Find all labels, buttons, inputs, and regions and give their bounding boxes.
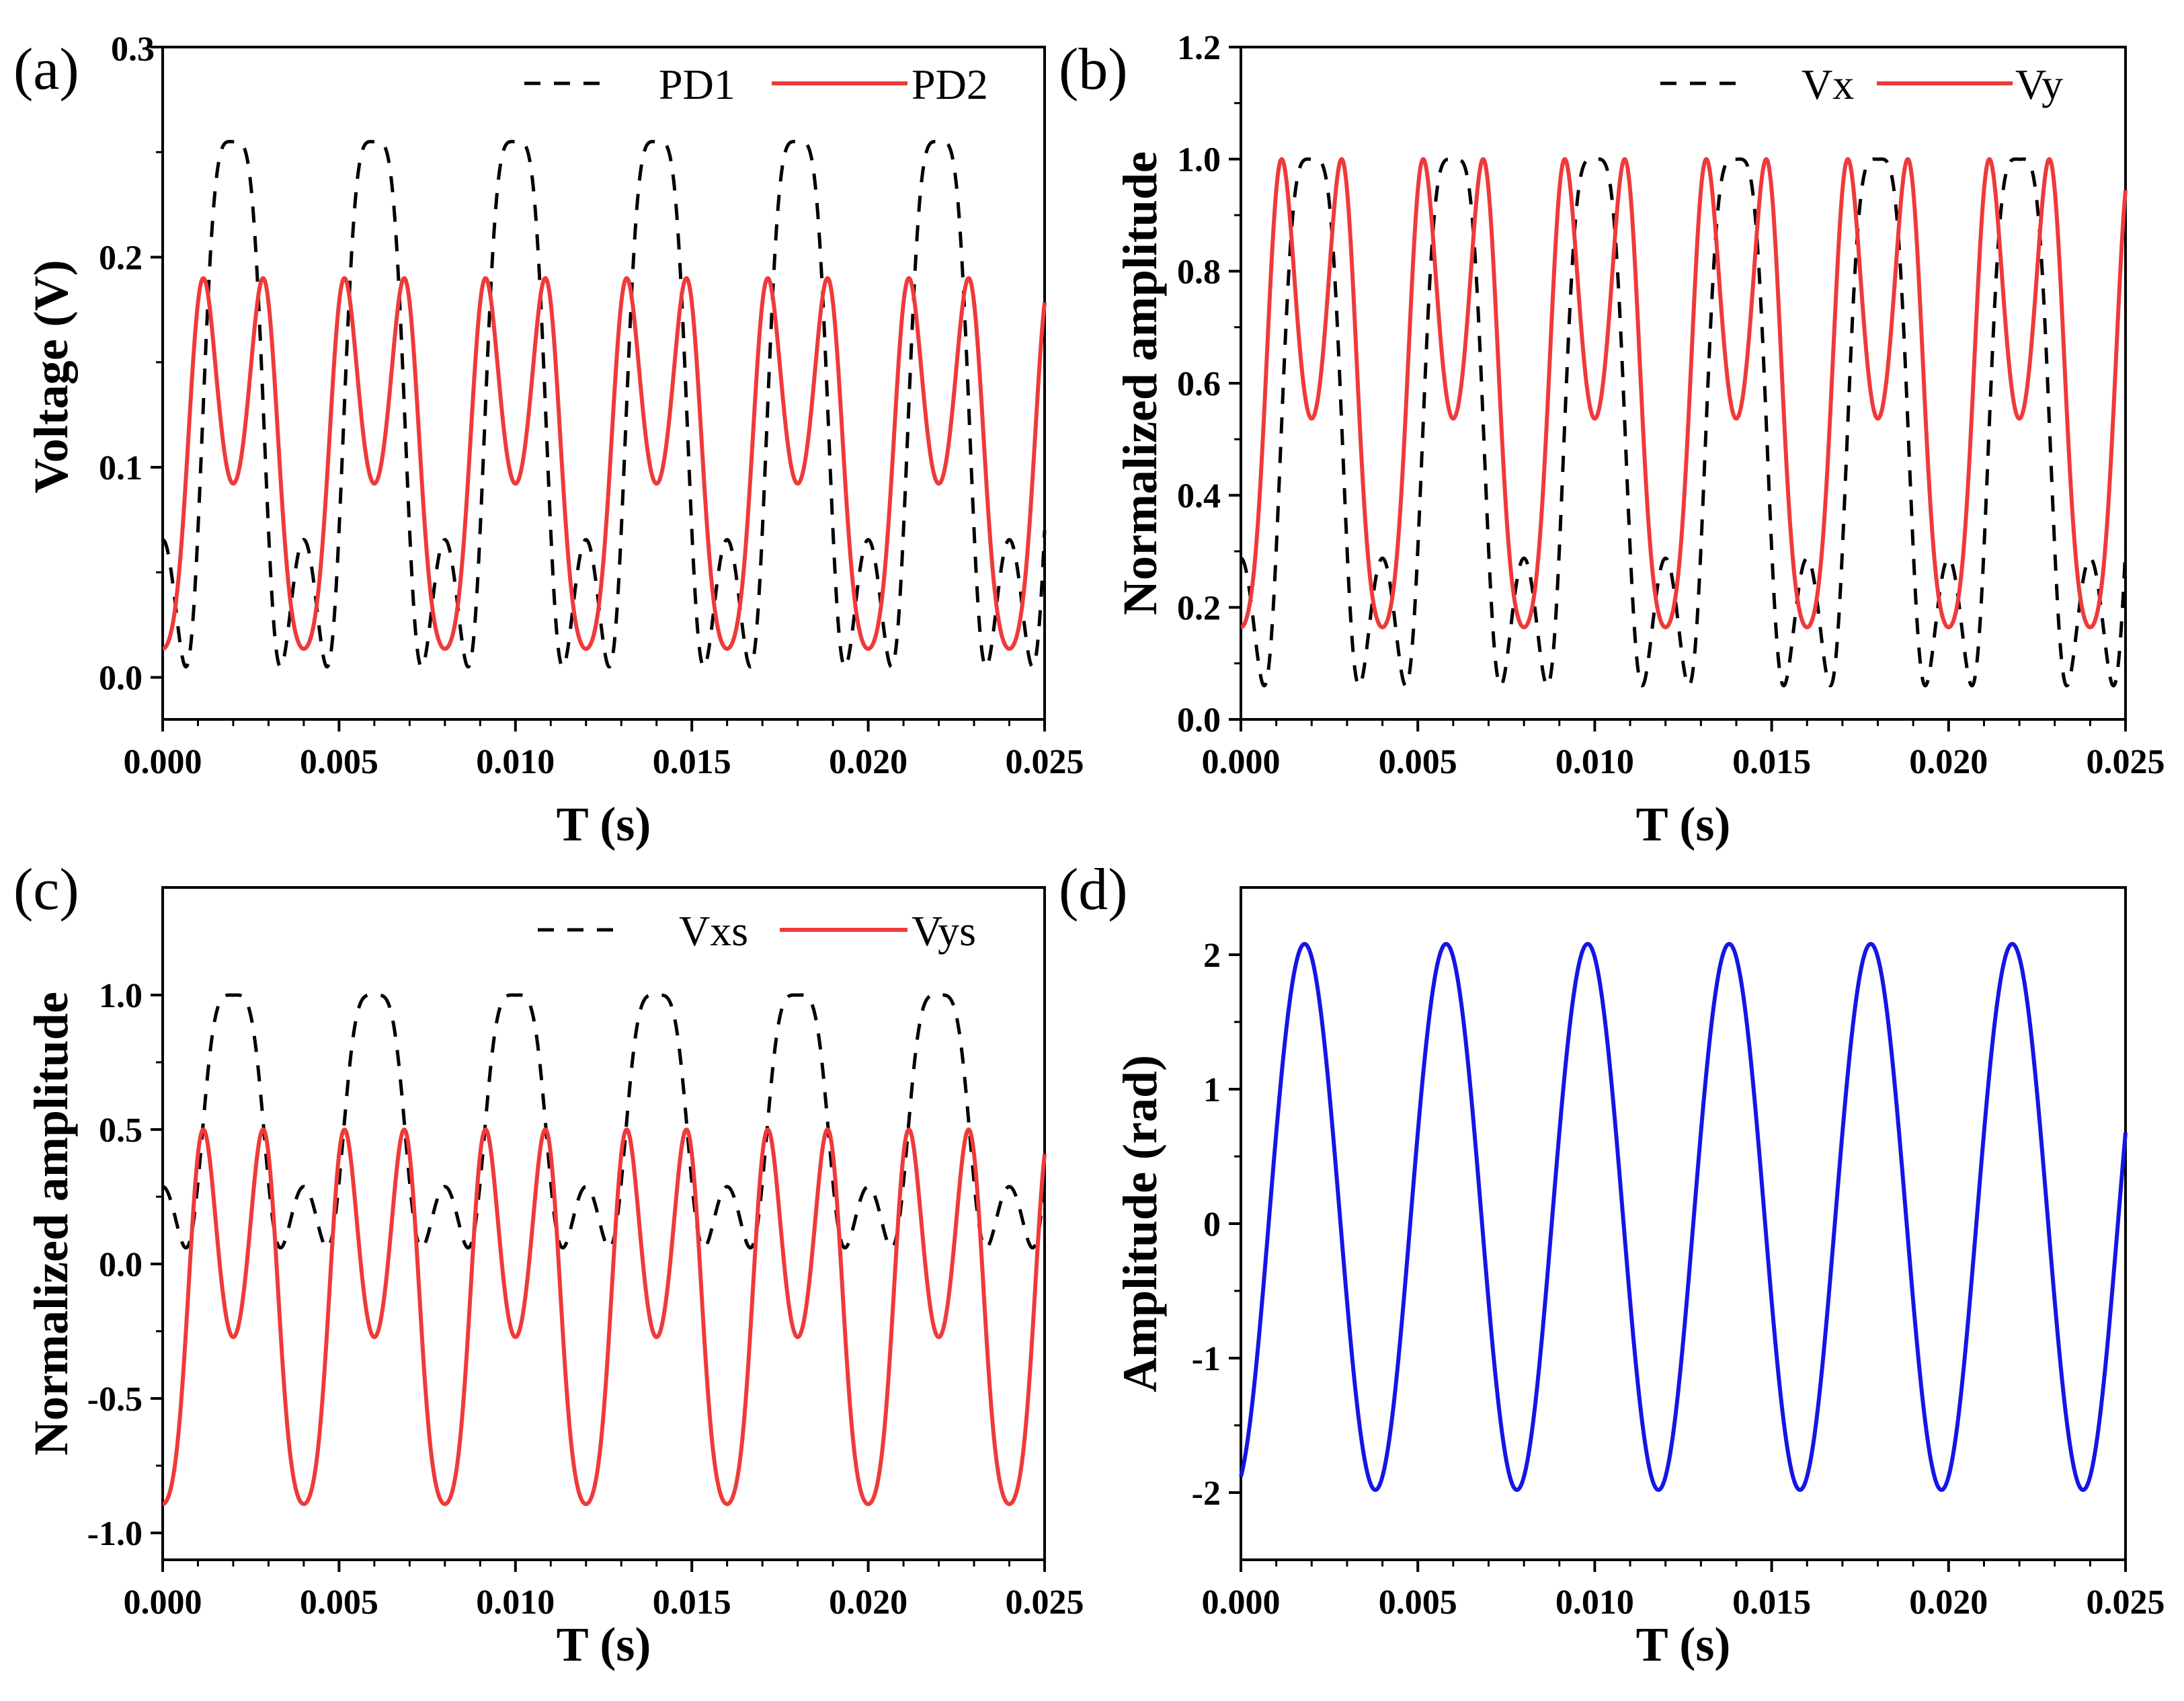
series-line-a-pd2 xyxy=(161,276,1047,651)
x-tick-label-b-0: 0.000 xyxy=(1202,743,1281,781)
legend-label-vy: Vy xyxy=(2015,61,2063,108)
panel-label-d: (d) xyxy=(1059,857,1128,922)
y-tick-label-b-4: 0.8 xyxy=(1177,253,1221,291)
ticks-a: 0.000 0.005 0.010 0.015 0.020 0.025 0.0 0.1 0.2 0… xyxy=(99,30,1084,781)
y-tick-label-d-0: -2 xyxy=(1192,1474,1221,1513)
plot-frame-c xyxy=(161,886,1046,1561)
ticks-d: 0.000 0.005 0.010 0.015 0.020 0.025 -2 -1 0 1 2 xyxy=(1192,937,2165,1622)
x-tick-label-d-1: 0.005 xyxy=(1379,1583,1457,1622)
series-line-c-vys xyxy=(161,1128,1047,1507)
x-tick-label-c-1: 0.005 xyxy=(300,1583,378,1622)
panel-d: (d) 0.000 0.005 0.010 0.015 0.020 0.025 -2 -1 0 1… xyxy=(1059,857,2165,1671)
x-tick-label-a-1: 0.005 xyxy=(300,743,378,781)
panel-label-b: (b) xyxy=(1059,37,1128,102)
x-tick-label-a-2: 0.010 xyxy=(476,743,555,781)
ticks-b: 0.000 0.005 0.010 0.015 0.020 0.025 0.0 0.2 0.4 0… xyxy=(1177,29,2165,781)
legend-b: Vx Vy xyxy=(1660,61,2063,108)
series-b xyxy=(1239,157,2128,688)
y-tick-label-c-1: -0.5 xyxy=(87,1380,143,1419)
x-tick-label-b-5: 0.025 xyxy=(2087,743,2165,781)
x-tick-label-a-3: 0.015 xyxy=(653,743,731,781)
y-tick-label-a-1: 0.1 xyxy=(99,449,143,487)
series-a xyxy=(161,140,1047,669)
legend-label-vys: Vys xyxy=(912,907,976,955)
y-tick-label-b-1: 0.2 xyxy=(1177,589,1221,627)
x-axis-title-c: T (s) xyxy=(557,1618,651,1671)
y-tick-label-b-0: 0.0 xyxy=(1177,701,1221,740)
y-tick-label-d-3: 1 xyxy=(1203,1071,1221,1109)
y-tick-label-b-2: 0.4 xyxy=(1177,477,1221,516)
series-line-d-demodulated-phase xyxy=(1239,942,2128,1492)
y-tick-label-a-3: 0.3 xyxy=(111,30,155,69)
legend-label-vxs: Vxs xyxy=(679,907,748,955)
series-line-a-pd1 xyxy=(161,140,1047,669)
series-c xyxy=(161,993,1047,1507)
series-line-b-vx xyxy=(1240,157,2128,688)
y-tick-label-c-3: 0.5 xyxy=(99,1111,143,1150)
y-tick-label-b-5: 1.0 xyxy=(1177,141,1221,180)
x-tick-label-b-1: 0.005 xyxy=(1379,743,1457,781)
x-tick-label-c-2: 0.010 xyxy=(476,1583,555,1622)
y-tick-label-b-6: 1.2 xyxy=(1177,29,1221,67)
y-tick-label-d-4: 2 xyxy=(1203,937,1221,975)
y-axis-title-b: Normalized amplitude xyxy=(1113,151,1167,615)
x-tick-label-d-5: 0.025 xyxy=(2087,1583,2165,1622)
legend-label-pd1: PD1 xyxy=(659,61,735,108)
x-tick-label-c-5: 0.025 xyxy=(1006,1583,1084,1622)
series-line-b-vy xyxy=(1239,157,2128,629)
x-tick-label-d-3: 0.015 xyxy=(1732,1583,1811,1622)
legend-label-pd2: PD2 xyxy=(912,61,988,108)
x-tick-label-d-2: 0.010 xyxy=(1555,1583,1634,1622)
y-tick-label-a-0: 0.0 xyxy=(99,660,143,698)
x-axis-title-a: T (s) xyxy=(557,797,651,851)
legend-c: Vxs Vys xyxy=(538,907,976,955)
x-tick-label-d-4: 0.020 xyxy=(1909,1583,1988,1622)
x-tick-label-d-0: 0.000 xyxy=(1202,1583,1281,1622)
y-tick-label-d-1: -1 xyxy=(1192,1340,1221,1378)
plot-frame-d xyxy=(1240,886,2127,1561)
plot-frame-a xyxy=(161,46,1046,721)
y-tick-label-d-2: 0 xyxy=(1203,1205,1221,1244)
x-axis-title-d: T (s) xyxy=(1636,1618,1731,1671)
series-line-c-vxs xyxy=(161,993,1047,1250)
ticks-c: 0.000 0.005 0.010 0.015 0.020 0.025 -1.0 -0.5 0.… xyxy=(87,977,1084,1622)
y-axis-title-c: Normalized amplitude xyxy=(24,992,78,1456)
panel-c: (c) 0.000 0.005 0.010 0.015 0.020 0.025 -1.0 -0… xyxy=(13,857,1084,1671)
y-axis-title-d: Amplitude (rad) xyxy=(1113,1055,1167,1392)
legend-label-vx: Vx xyxy=(1802,61,1854,108)
y-tick-label-a-2: 0.2 xyxy=(99,239,143,278)
y-tick-label-c-2: 0.0 xyxy=(99,1246,143,1284)
x-tick-label-c-4: 0.020 xyxy=(829,1583,907,1622)
x-axis-title-b: T (s) xyxy=(1636,797,1731,851)
panel-label-c: (c) xyxy=(13,857,79,922)
x-tick-label-c-3: 0.015 xyxy=(653,1583,731,1622)
y-axis-title-a: Voltage (V) xyxy=(24,260,78,493)
x-tick-label-b-3: 0.015 xyxy=(1732,743,1811,781)
y-tick-label-c-4: 1.0 xyxy=(99,977,143,1015)
panel-b: (b) 0.000 0.005 0.010 0.015 0.020 0.025 0.0 0.2… xyxy=(1059,29,2165,851)
x-tick-label-b-2: 0.010 xyxy=(1555,743,1634,781)
x-tick-label-a-5: 0.025 xyxy=(1006,743,1084,781)
legend-a: PD1 PD2 xyxy=(524,61,988,108)
panel-label-a: (a) xyxy=(13,37,79,102)
plot-frame-b xyxy=(1240,46,2127,721)
y-tick-label-b-3: 0.6 xyxy=(1177,365,1221,403)
panel-a: (a) 0.000 0.005 0.010 0.015 0.020 0.025 0.0 0.1… xyxy=(13,30,1084,851)
x-tick-label-a-4: 0.020 xyxy=(829,743,907,781)
x-tick-label-b-4: 0.020 xyxy=(1909,743,1988,781)
x-tick-label-c-0: 0.000 xyxy=(124,1583,202,1622)
y-tick-label-c-0: -1.0 xyxy=(87,1515,143,1553)
series-d xyxy=(1239,942,2128,1492)
x-tick-label-a-0: 0.000 xyxy=(124,743,202,781)
